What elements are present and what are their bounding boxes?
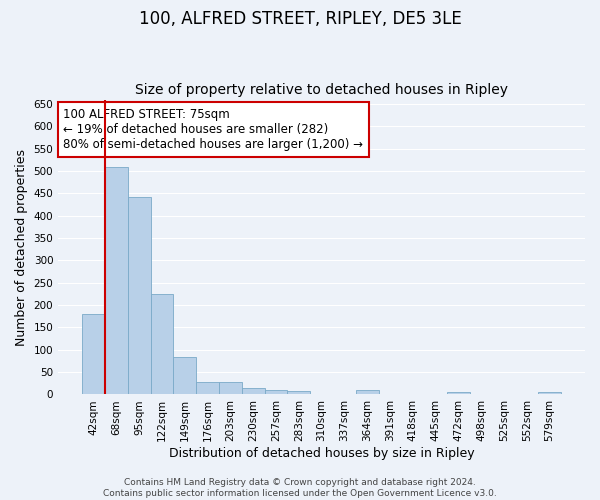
Text: 100 ALFRED STREET: 75sqm
← 19% of detached houses are smaller (282)
80% of semi-: 100 ALFRED STREET: 75sqm ← 19% of detach… bbox=[64, 108, 364, 152]
Bar bbox=[356, 390, 379, 394]
Bar bbox=[128, 198, 151, 394]
Bar bbox=[242, 388, 265, 394]
Y-axis label: Number of detached properties: Number of detached properties bbox=[15, 148, 28, 346]
Bar bbox=[219, 382, 242, 394]
Bar bbox=[196, 382, 219, 394]
Bar bbox=[265, 390, 287, 394]
Text: Contains HM Land Registry data © Crown copyright and database right 2024.
Contai: Contains HM Land Registry data © Crown c… bbox=[103, 478, 497, 498]
Bar bbox=[105, 166, 128, 394]
X-axis label: Distribution of detached houses by size in Ripley: Distribution of detached houses by size … bbox=[169, 447, 475, 460]
Bar bbox=[173, 357, 196, 395]
Bar bbox=[151, 294, 173, 394]
Bar bbox=[82, 314, 105, 394]
Title: Size of property relative to detached houses in Ripley: Size of property relative to detached ho… bbox=[135, 83, 508, 97]
Bar bbox=[287, 392, 310, 394]
Bar bbox=[538, 392, 561, 394]
Text: 100, ALFRED STREET, RIPLEY, DE5 3LE: 100, ALFRED STREET, RIPLEY, DE5 3LE bbox=[139, 10, 461, 28]
Bar bbox=[447, 392, 470, 394]
